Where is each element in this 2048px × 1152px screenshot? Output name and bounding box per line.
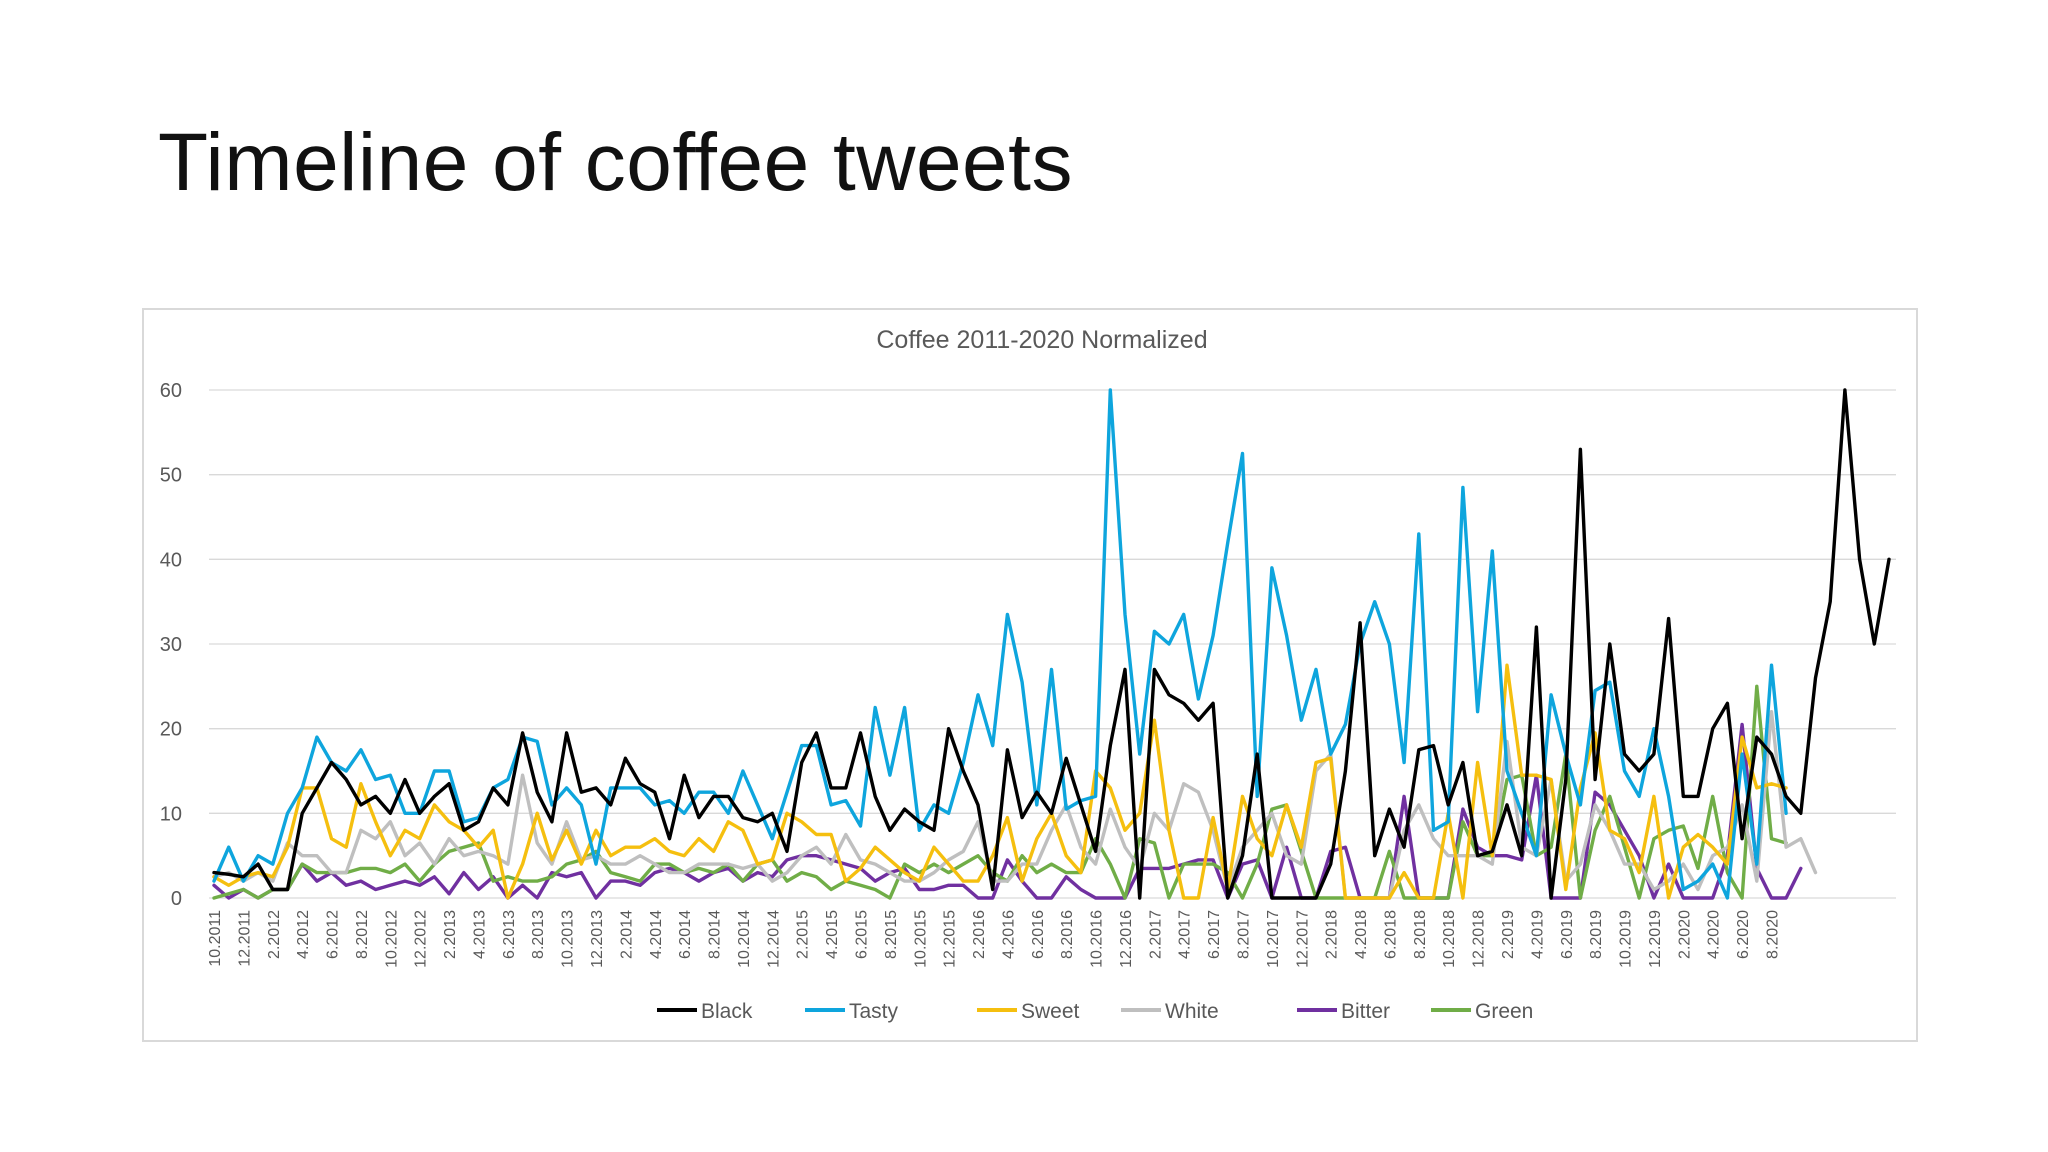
x-tick-label: 8.2015 [883, 910, 900, 959]
chart-frame: Coffee 2011-2020 Normalized 0 10 20 30 40 50 6… [142, 308, 1918, 1042]
legend: Black Tasty Sweet White Bitter Green [657, 1000, 1533, 1023]
x-tick-label: 8.2019 [1588, 910, 1605, 959]
x-tick-label: 12.2018 [1471, 910, 1488, 968]
y-tick-label: 30 [160, 634, 182, 656]
x-tick-label: 2.2014 [618, 910, 635, 959]
x-tick-label: 6.2018 [1382, 910, 1399, 959]
x-tick-label: 2.2019 [1500, 910, 1517, 959]
x-tick-label: 6.2014 [677, 910, 694, 959]
legend-label: Sweet [1021, 1000, 1080, 1023]
series-line-sweet [212, 663, 1788, 900]
legend-label: Green [1475, 1000, 1533, 1023]
y-tick-label: 60 [160, 380, 182, 402]
x-tick-label: 8.2012 [354, 910, 371, 959]
legend-label: White [1165, 1000, 1219, 1023]
x-tick-label: 8.2013 [530, 910, 547, 959]
x-tick-label: 10.2014 [736, 910, 753, 968]
x-tick-label: 10.2018 [1441, 910, 1458, 968]
x-tick-label: 4.2014 [648, 910, 665, 959]
x-tick-label: 2.2013 [442, 910, 459, 959]
legend-item-bitter: Bitter [1297, 1000, 1390, 1023]
x-tick-label: 2.2017 [1147, 910, 1164, 959]
x-tick-label: 4.2020 [1706, 910, 1723, 959]
y-tick-label: 20 [160, 719, 182, 741]
x-tick-label: 10.2013 [560, 910, 577, 968]
x-tick-label: 12.2014 [765, 910, 782, 968]
x-tick-label: 6.2012 [325, 910, 342, 959]
x-tick-label: 6.2015 [853, 910, 870, 959]
y-tick-label: 50 [160, 465, 182, 487]
x-tick-label: 8.2020 [1764, 910, 1781, 959]
series-lines [212, 388, 1891, 900]
x-tick-label: 4.2016 [1000, 910, 1017, 959]
x-tick-label: 4.2012 [295, 910, 312, 959]
x-tick-label: 6.2016 [1030, 910, 1047, 959]
legend-item-white: White [1121, 1000, 1219, 1023]
chart-title: Coffee 2011-2020 Normalized [876, 326, 1207, 354]
line-chart: Coffee 2011-2020 Normalized 0 10 20 30 40 50 6… [160, 326, 1896, 1023]
x-tick-label: 10.2011 [207, 910, 224, 967]
legend-item-black: Black [657, 1000, 753, 1023]
x-tick-label: 10.2012 [383, 910, 400, 968]
legend-label: Black [701, 1000, 753, 1023]
x-tick-label: 10.2016 [1089, 910, 1106, 968]
x-axis: 10.2011 12.2011 2.2012 4.2012 6.2012 8.2012 10… [207, 910, 1781, 968]
x-tick-label: 6.2013 [501, 910, 518, 959]
x-tick-label: 12.2019 [1647, 910, 1664, 968]
x-tick-label: 8.2014 [707, 910, 724, 959]
x-tick-label: 4.2015 [824, 910, 841, 959]
x-tick-label: 12.2011 [236, 910, 253, 967]
x-tick-label: 12.2017 [1294, 910, 1311, 968]
x-tick-label: 12.2015 [942, 910, 959, 968]
x-tick-label: 10.2019 [1618, 910, 1635, 968]
series-line-black [212, 388, 1891, 900]
legend-label: Bitter [1341, 1000, 1390, 1023]
x-tick-label: 2.2020 [1676, 910, 1693, 959]
x-tick-label: 8.2018 [1412, 910, 1429, 959]
x-tick-label: 2.2016 [971, 910, 988, 959]
y-tick-label: 10 [160, 803, 182, 825]
x-tick-label: 12.2012 [413, 910, 430, 968]
x-tick-label: 6.2019 [1559, 910, 1576, 959]
x-tick-label: 10.2017 [1265, 910, 1282, 968]
x-tick-label: 2.2012 [266, 910, 283, 959]
x-tick-label: 4.2017 [1177, 910, 1194, 959]
legend-item-tasty: Tasty [805, 1000, 899, 1023]
x-tick-label: 8.2016 [1059, 910, 1076, 959]
slide-title: Timeline of coffee tweets [158, 117, 1073, 208]
x-tick-label: 4.2019 [1529, 910, 1546, 959]
gridlines [209, 389, 1896, 899]
legend-item-sweet: Sweet [977, 1000, 1080, 1023]
legend-item-green: Green [1431, 1000, 1533, 1023]
x-tick-label: 12.2013 [589, 910, 606, 968]
y-tick-label: 40 [160, 549, 182, 571]
x-tick-label: 12.2016 [1118, 910, 1135, 968]
x-tick-label: 6.2017 [1206, 910, 1223, 959]
x-tick-label: 6.2020 [1735, 910, 1752, 959]
legend-label: Tasty [849, 1000, 899, 1023]
x-tick-label: 8.2017 [1236, 910, 1253, 959]
x-tick-label: 10.2015 [912, 910, 929, 968]
x-tick-label: 2.2018 [1324, 910, 1341, 959]
x-tick-label: 2.2015 [795, 910, 812, 959]
y-axis: 0 10 20 30 40 50 60 [160, 380, 182, 910]
x-tick-label: 4.2018 [1353, 910, 1370, 959]
series-line-white [212, 710, 1818, 900]
y-tick-label: 0 [171, 888, 182, 910]
x-tick-label: 4.2013 [471, 910, 488, 959]
